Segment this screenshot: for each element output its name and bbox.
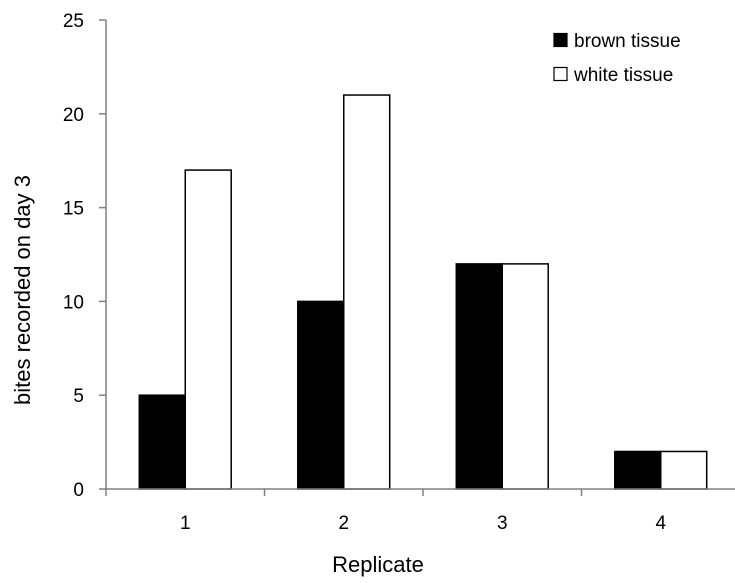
legend-swatch (553, 66, 568, 82)
y-tick-label: 15 (63, 199, 84, 220)
bar (614, 450, 662, 490)
legend-swatch (553, 32, 568, 48)
bar (297, 300, 345, 490)
x-tick-label: 2 (338, 513, 349, 534)
bar (455, 263, 504, 490)
x-axis-title: Replicate (332, 552, 424, 577)
x-tick-label: 3 (497, 513, 508, 534)
x-tick-label: 1 (180, 513, 191, 534)
y-axis-title: bites recorded on day 3 (10, 175, 35, 405)
y-tick-label: 0 (73, 480, 84, 501)
legend-label: white tissue (573, 65, 673, 86)
y-axis-ticks: 0 5 10 15 20 25 (63, 11, 106, 501)
bars (138, 94, 708, 490)
y-tick-label: 5 (73, 386, 84, 407)
y-tick-label: 25 (63, 11, 84, 32)
y-tick-label: 10 (63, 292, 84, 313)
legend-label: brown tissue (574, 31, 681, 52)
bar (501, 263, 549, 490)
y-tick-label: 20 (63, 105, 84, 126)
x-tick-label: 4 (655, 513, 666, 534)
bar (138, 394, 187, 490)
bar (184, 169, 232, 490)
legend: brown tissue white tissue (553, 31, 681, 86)
bar (343, 94, 391, 490)
x-axis-ticks: 1 2 3 4 (105, 489, 666, 534)
bar (660, 450, 708, 490)
